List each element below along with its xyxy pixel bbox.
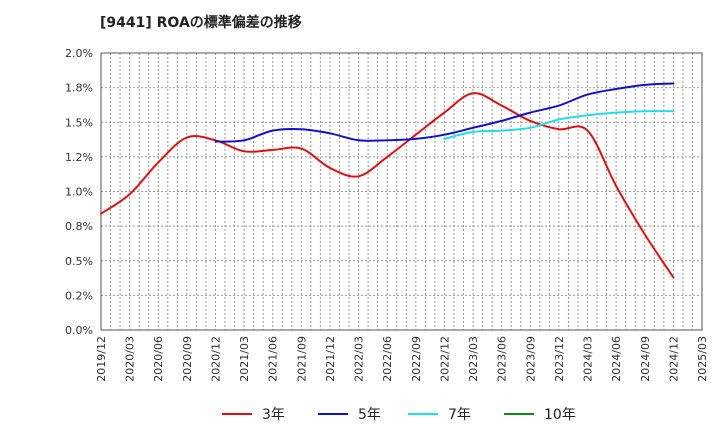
x-tick-label: 2025/03 bbox=[696, 336, 709, 382]
legend-item-10y: 10年 bbox=[504, 404, 576, 424]
series-line-0 bbox=[100, 92, 675, 279]
x-tick-label: 2020/06 bbox=[152, 336, 165, 382]
legend-item-3y: 3年 bbox=[222, 404, 285, 424]
x-tick-label: 2022/09 bbox=[410, 336, 423, 382]
legend-swatch-3y bbox=[222, 413, 252, 415]
x-tick-label: 2020/03 bbox=[124, 336, 137, 382]
x-tick-label: 2020/12 bbox=[209, 336, 222, 382]
x-tick-label: 2024/03 bbox=[582, 336, 595, 382]
x-tick-label: 2021/03 bbox=[238, 336, 251, 382]
legend-item-5y: 5年 bbox=[318, 404, 381, 424]
y-tick-label: 0.8% bbox=[65, 220, 93, 233]
y-tick-label: 1.5% bbox=[65, 116, 93, 129]
x-tick-label: 2022/12 bbox=[438, 336, 451, 382]
y-tick-label: 0.2% bbox=[65, 289, 93, 302]
series-line-1 bbox=[214, 82, 675, 143]
plot-frame bbox=[100, 52, 703, 331]
legend-swatch-5y bbox=[318, 413, 348, 415]
x-tick-label: 2022/03 bbox=[353, 336, 366, 382]
series-line-2 bbox=[443, 110, 675, 140]
x-tick-label: 2020/09 bbox=[181, 336, 194, 382]
x-tick-label: 2022/06 bbox=[381, 336, 394, 382]
y-tick-label: 1.8% bbox=[65, 82, 93, 95]
x-tick-label: 2023/03 bbox=[467, 336, 480, 382]
x-tick-label: 2021/06 bbox=[267, 336, 280, 382]
y-tick-label: 0.0% bbox=[65, 324, 93, 337]
x-tick-label: 2021/09 bbox=[295, 336, 308, 382]
legend-label-3y: 3年 bbox=[262, 407, 285, 423]
line-chart: 0.0% 0.2% 0.5% 0.8% 1.0% 1.2% 1.5% 1.8% 2.0% 2019… bbox=[65, 47, 709, 382]
chart-legend: 3年 5年 7年 10年 bbox=[0, 400, 720, 430]
legend-label-7y: 7年 bbox=[448, 407, 471, 423]
legend-swatch-10y bbox=[504, 413, 534, 415]
y-tick-label: 1.2% bbox=[65, 151, 93, 164]
legend-label-5y: 5年 bbox=[358, 407, 381, 423]
x-tick-label: 2019/12 bbox=[95, 336, 108, 382]
legend-swatch-7y bbox=[408, 413, 438, 415]
x-tick-label: 2024/06 bbox=[610, 336, 623, 382]
legend-label-10y: 10年 bbox=[544, 407, 576, 423]
y-tick-label: 0.5% bbox=[65, 255, 93, 268]
x-tick-label: 2023/12 bbox=[553, 336, 566, 382]
x-tick-label: 2024/09 bbox=[639, 336, 652, 382]
y-tick-label: 1.0% bbox=[65, 186, 93, 199]
chart-title: [9441] ROAの標準偏差の推移 bbox=[100, 15, 302, 31]
x-tick-label: 2023/06 bbox=[496, 336, 509, 382]
y-tick-label: 2.0% bbox=[65, 47, 93, 60]
x-tick-label: 2021/12 bbox=[324, 336, 337, 382]
x-tick-label: 2023/09 bbox=[524, 336, 537, 382]
legend-item-7y: 7年 bbox=[408, 404, 471, 424]
x-tick-label: 2024/12 bbox=[667, 336, 680, 382]
